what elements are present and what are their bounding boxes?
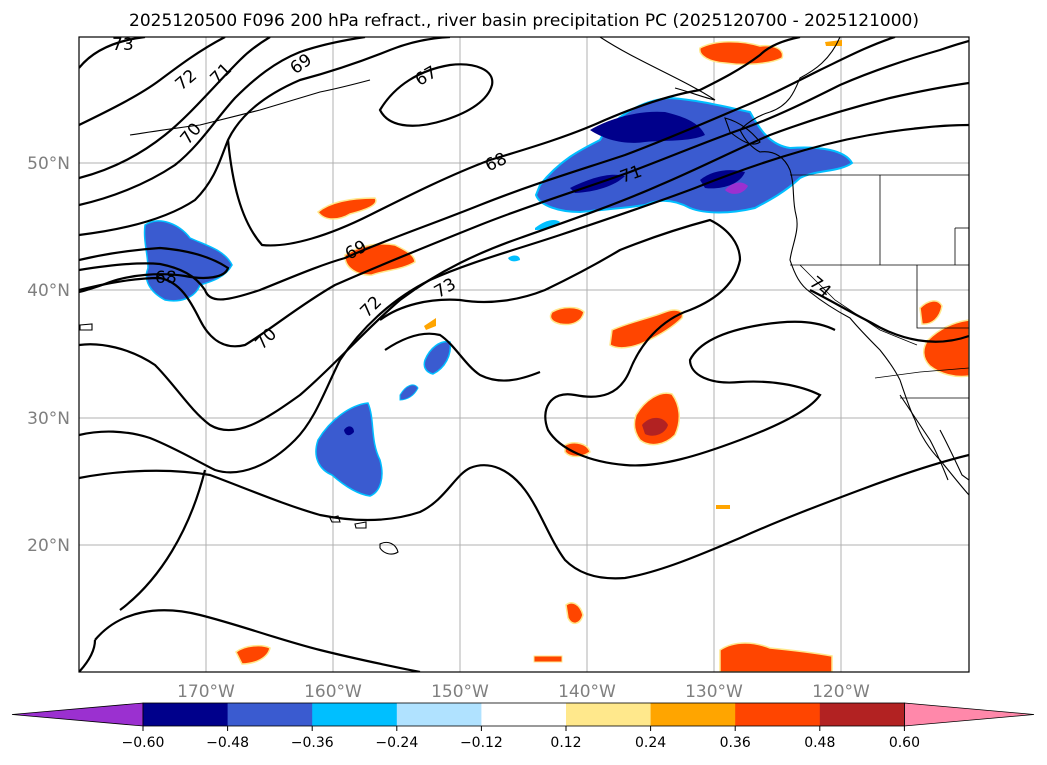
colorbar-segment (481, 703, 567, 726)
colorbar-outline (142, 702, 905, 727)
lon-label: 170°W (177, 682, 235, 702)
contour-70-north (79, 37, 366, 207)
colorbar-tick-label: −0.60 (122, 735, 165, 751)
contour-69-main (79, 37, 896, 301)
contour-72-main (79, 123, 969, 474)
lat-label: 50°N (27, 154, 70, 174)
latitude-labels: 50°N 40°N 30°N 20°N (27, 154, 70, 556)
colorbar-segment (819, 703, 905, 726)
pc-pos-5-core (642, 417, 668, 436)
pc-pos-9 (565, 602, 584, 624)
lon-label: 150°W (431, 682, 489, 702)
vancouver-island (724, 117, 761, 145)
pc-pos-12 (533, 655, 563, 663)
contour-73-inner-loop (379, 218, 836, 467)
lat-label: 40°N (27, 281, 70, 301)
colorbar-tick-label: −0.24 (375, 735, 418, 751)
contour-74-south (94, 609, 421, 672)
colorbar-tick-label: 0.60 (889, 735, 920, 751)
map-title: 2025120500 F096 200 hPa refract., river … (129, 11, 919, 31)
contour-73-north (79, 37, 146, 69)
pc-pos-11 (235, 644, 271, 665)
colorbar-segment (312, 703, 398, 726)
contour-74-loop (384, 332, 541, 382)
colorbar-segment (650, 703, 736, 726)
pc-blob-small-3 (535, 220, 560, 230)
pc-pos-13 (424, 318, 436, 330)
colorbar (11, 702, 1035, 727)
lat-label: 30°N (27, 409, 70, 429)
pc-core-purple (725, 182, 748, 194)
pc-pos-top (699, 41, 784, 66)
contour-label: 68 (155, 268, 177, 288)
state-borders (790, 174, 969, 399)
lon-label: 120°W (812, 682, 870, 702)
contour-west-inner (119, 469, 207, 611)
positive-pc-regions (235, 40, 969, 672)
lon-label: 130°W (685, 682, 743, 702)
pc-pos-8 (923, 319, 969, 378)
colorbar-segment (735, 703, 821, 726)
pc-pos-7 (919, 300, 943, 325)
contour-68-main (226, 37, 801, 247)
hawaii-island-2 (354, 521, 367, 529)
pc-blob-hawaii-north (315, 402, 383, 497)
hawaii-island-3 (379, 541, 399, 555)
colorbar-extend-low (11, 702, 144, 727)
contour-67-loop (378, 63, 494, 127)
lon-label: 140°W (558, 682, 616, 702)
refractivity-contours (79, 37, 969, 672)
small-island-west (79, 323, 93, 331)
lat-label: 20°N (27, 536, 70, 556)
contour-70-main (79, 39, 969, 348)
mainland-mexico (939, 429, 969, 481)
colorbar-tick-label: −0.48 (206, 735, 249, 751)
contour-72-north (79, 37, 226, 126)
colorbar-extend-high (904, 702, 1035, 727)
map-border (78, 36, 970, 673)
pc-pos-4 (609, 309, 684, 349)
contour-71-main (79, 81, 969, 432)
colorbar-tick-label: −0.12 (460, 735, 503, 751)
pc-blob-small-2 (399, 384, 419, 401)
pc-pos-1 (316, 197, 377, 220)
colorbar-segment (143, 703, 229, 726)
colorbar-segment (566, 703, 652, 726)
pc-pos-10 (719, 642, 833, 672)
contour-69-north (79, 37, 451, 237)
colorbar-tick-label: 0.24 (635, 735, 666, 751)
alaska-coast (599, 37, 716, 101)
pc-blob-small-4 (508, 255, 520, 262)
colorbar-ticks: −0.60 −0.48 −0.36 −0.24 −0.12 0.12 0.24 0.36 0.4… (122, 726, 920, 751)
contour-68-west-loop (79, 246, 230, 294)
map-panel (79, 37, 969, 672)
pc-pos-14 (716, 505, 730, 509)
colorbar-tick-label: 0.36 (720, 735, 751, 751)
colorbar-tick-label: 0.48 (804, 735, 835, 751)
pc-core-dark-3 (700, 170, 745, 189)
baja-california (899, 394, 949, 481)
colorbar-tick-label: −0.36 (291, 735, 334, 751)
pc-pos-6 (564, 442, 591, 458)
colorbar-segment (227, 703, 313, 726)
longitude-labels: 170°W 160°W 150°W 140°W 130°W 120°W (177, 682, 870, 702)
contour-74-east (809, 289, 969, 343)
colorbar-segment (396, 703, 482, 726)
pc-blob-small-1 (423, 340, 452, 375)
contour-71-north (79, 37, 271, 180)
contour-74-far-south (79, 639, 97, 672)
lon-label: 160°W (304, 682, 362, 702)
pc-core-hawaii (344, 426, 354, 436)
contour-73-main (79, 453, 969, 580)
colorbar-tick-label: 0.12 (550, 735, 581, 751)
pc-pos-3 (549, 306, 585, 326)
graticule (79, 37, 969, 672)
contour-label: 73 (112, 35, 134, 55)
